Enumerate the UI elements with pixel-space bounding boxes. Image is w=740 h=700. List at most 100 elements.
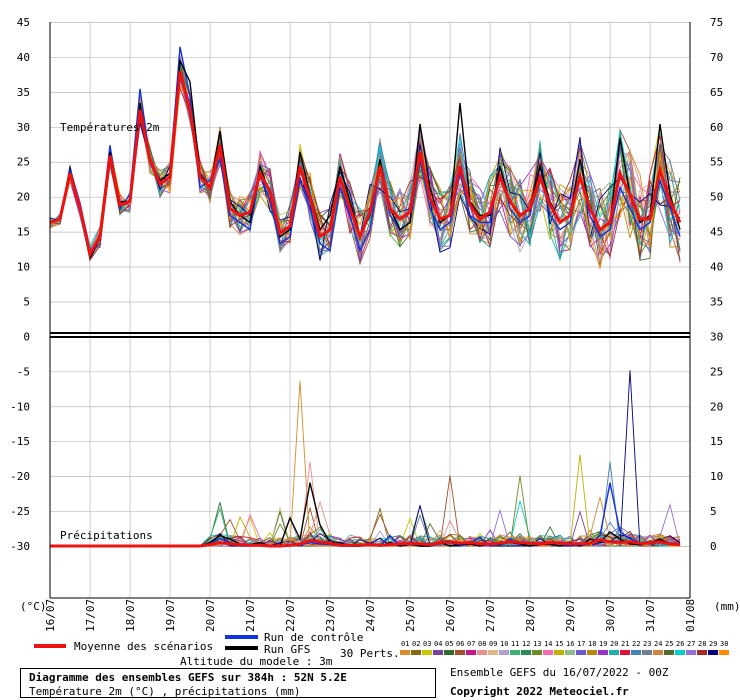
member-swatch <box>554 650 564 655</box>
diagram-title: Diagramme des ensembles GEFS sur 384h : … <box>29 671 347 684</box>
member-number: 18 <box>588 640 596 648</box>
right-tick-label: 75 <box>710 16 723 29</box>
member-swatch <box>543 650 553 655</box>
main-lines <box>49 46 682 548</box>
x-tick-label: 23/07 <box>324 599 337 632</box>
member-number: 13 <box>533 640 541 648</box>
left-tick-label: -15 <box>10 435 30 448</box>
right-tick-label: 25 <box>710 365 723 378</box>
member-swatch <box>400 650 410 655</box>
member-swatch <box>631 650 641 655</box>
member-swatch <box>686 650 696 655</box>
left-tick-label: 20 <box>17 191 30 204</box>
member-swatch <box>532 650 542 655</box>
member-number: 15 <box>555 640 563 648</box>
member-swatch <box>598 650 608 655</box>
member-number: 03 <box>423 640 431 648</box>
left-tick-label: -20 <box>10 470 30 483</box>
x-tick-label: 17/07 <box>84 599 97 632</box>
member-number: 20 <box>610 640 618 648</box>
precip-peak-line <box>569 454 591 547</box>
member-swatch <box>587 650 597 655</box>
member-number: 04 <box>434 640 442 648</box>
member-swatch <box>653 650 663 655</box>
member-swatch <box>675 650 685 655</box>
right-tick-label: 55 <box>710 156 723 169</box>
member-swatch <box>708 650 718 655</box>
member-temp-line <box>49 81 681 263</box>
x-tick-label: 28/07 <box>524 599 537 632</box>
precip-subplot-label: Précipitations <box>60 529 153 542</box>
member-swatch <box>510 650 520 655</box>
temp-subplot-label: Températures 2m <box>60 121 160 134</box>
x-tick-label: 20/07 <box>204 599 217 632</box>
left-tick-label: 5 <box>23 295 30 308</box>
member-swatch <box>411 650 421 655</box>
legend-gfs-label: Run GFS <box>264 643 311 656</box>
member-number: 05 <box>445 640 453 648</box>
member-number: 11 <box>511 640 519 648</box>
x-tick-label: 24/07 <box>364 599 377 632</box>
member-number: 30 <box>720 640 728 648</box>
right-axis-label: (mm) <box>714 600 740 613</box>
member-number: 27 <box>687 640 695 648</box>
x-tick-label: 01/08 <box>684 599 697 632</box>
member-swatch <box>488 650 498 655</box>
member-swatch <box>719 650 729 655</box>
left-tick-label: 35 <box>17 86 30 99</box>
member-number: 29 <box>709 640 717 648</box>
left-axis-label: (°C) <box>20 600 47 613</box>
precip-peak-line <box>619 370 641 547</box>
mean-precip-line <box>50 538 681 548</box>
copyright: Copyright 2022 Meteociel.fr <box>450 685 629 698</box>
x-tick-label: 30/07 <box>604 599 617 632</box>
legend-mean-label: Moyenne des scénarios <box>74 640 214 653</box>
member-number: 09 <box>489 640 497 648</box>
member-number: 23 <box>643 640 651 648</box>
member-number: 07 <box>467 640 475 648</box>
right-tick-label: 35 <box>710 295 723 308</box>
member-number: 22 <box>632 640 640 648</box>
legend-perts-label: 30 Perts. <box>340 647 400 660</box>
member-number: 21 <box>621 640 629 648</box>
member-swatch <box>664 650 674 655</box>
right-tick-label: 0 <box>710 540 717 553</box>
member-number: 10 <box>500 640 508 648</box>
axis-labels: 454035302520151050-5-10-15-20-25-3075706… <box>10 16 740 632</box>
member-number: 16 <box>566 640 574 648</box>
altitude-label: Altitude du modele : 3m <box>180 655 333 668</box>
info-box: Diagramme des ensembles GEFS sur 384h : … <box>20 668 436 698</box>
chart-axes <box>49 22 691 599</box>
x-tick-label: 31/07 <box>644 599 657 632</box>
x-tick-label: 22/07 <box>284 599 297 632</box>
left-tick-label: 40 <box>17 51 30 64</box>
left-tick-label: 10 <box>17 261 30 274</box>
mean-temp-line <box>49 71 682 259</box>
left-tick-label: 30 <box>17 121 30 134</box>
member-number: 14 <box>544 640 552 648</box>
precip-peak-line <box>289 380 311 547</box>
right-tick-label: 20 <box>710 400 723 413</box>
member-number: 28 <box>698 640 706 648</box>
member-swatch <box>499 650 509 655</box>
member-swatch <box>576 650 586 655</box>
right-tick-label: 5 <box>710 505 717 518</box>
right-tick-label: 70 <box>710 51 723 64</box>
left-tick-label: 25 <box>17 156 30 169</box>
right-tick-label: 45 <box>710 226 723 239</box>
left-tick-label: -25 <box>10 505 30 518</box>
member-swatch <box>466 650 476 655</box>
x-tick-label: 21/07 <box>244 599 257 632</box>
right-tick-label: 50 <box>710 191 723 204</box>
right-tick-label: 10 <box>710 470 723 483</box>
legend-swatches: 01 02 03 04 05 06 07 08 09 10 11 12 13 14 15 16 17 18 19 20… <box>34 635 729 655</box>
precip-peak-line <box>509 475 531 547</box>
member-number: 01 <box>401 640 409 648</box>
left-tick-label: -10 <box>10 400 30 413</box>
left-tick-label: -30 <box>10 540 30 553</box>
x-tick-label: 26/07 <box>444 599 457 632</box>
right-tick-label: 30 <box>710 330 723 343</box>
legend-control-label: Run de contrôle <box>264 631 364 644</box>
member-number: 17 <box>577 640 585 648</box>
